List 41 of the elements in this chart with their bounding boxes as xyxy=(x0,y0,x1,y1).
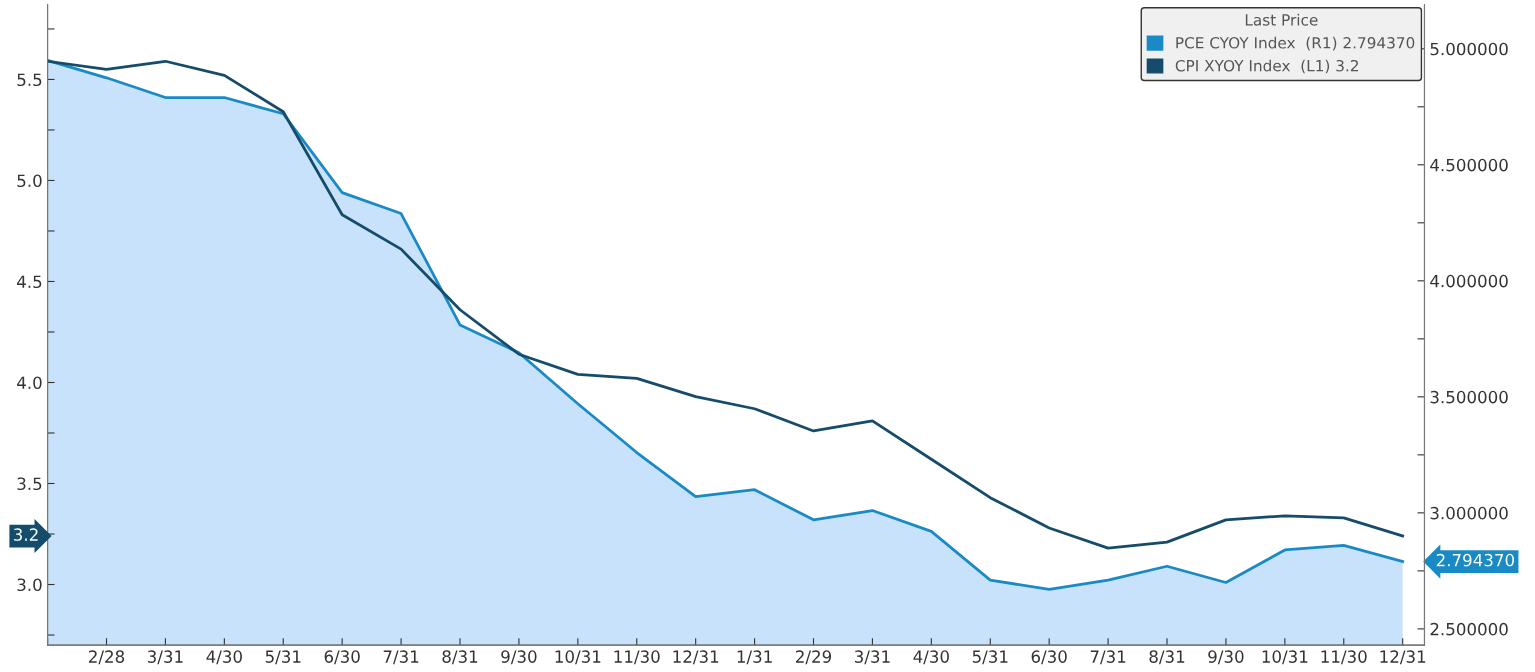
y2-tick-label: 5.000000 xyxy=(1430,42,1508,56)
x-tick-label: 5/31 xyxy=(972,650,1008,665)
x-tick-label: 10/31 xyxy=(1262,650,1308,665)
x-tick-label: 11/30 xyxy=(614,650,660,665)
y-tick-label: 3.5 xyxy=(17,477,42,491)
x-tick-label: 12/31 xyxy=(1380,650,1426,665)
x-tick-label: 3/31 xyxy=(147,650,183,665)
y-tick-label: 3.0 xyxy=(17,578,42,592)
line-series xyxy=(47,59,1405,550)
y2-tick-label: 3.500000 xyxy=(1430,390,1508,404)
y2-tick-label: 3.000000 xyxy=(1430,506,1508,520)
x-tick-label: 1/31 xyxy=(737,650,772,665)
y-tick-label: 5.5 xyxy=(17,73,42,87)
x-tick-label: 5/31 xyxy=(265,650,301,665)
x-tick-label: 10/31 xyxy=(555,650,601,665)
legend-label: PCE CYOY Index (R1) 2.794370 xyxy=(1176,36,1415,51)
x-tick-label: 9/30 xyxy=(501,650,537,665)
y2-tick-label: 4.000000 xyxy=(1430,274,1508,288)
text: 2.794370 xyxy=(1436,553,1515,567)
x-tick-label: 8/31 xyxy=(442,650,478,665)
x-tick-label: 7/31 xyxy=(383,650,419,665)
x-tick-label: 4/30 xyxy=(913,650,949,665)
legend-title: Last Price xyxy=(1245,13,1318,26)
y-tick-label: 4.0 xyxy=(17,376,42,390)
x-tick-label: 9/30 xyxy=(1208,650,1244,665)
y-tick-label: 5.0 xyxy=(17,174,42,188)
x-tick-label: 11/30 xyxy=(1321,650,1367,665)
x-tick-label: 2/29 xyxy=(796,650,832,665)
x-tick-label: 6/30 xyxy=(324,650,360,665)
y2-tick-label: 4.500000 xyxy=(1430,158,1508,172)
x-tick-label: 3/31 xyxy=(854,650,890,665)
x-tick-label: 8/31 xyxy=(1149,650,1185,665)
x-tick-label: 2/28 xyxy=(89,650,125,665)
x-tick-label: 7/31 xyxy=(1090,650,1126,665)
x-tick-label: 6/30 xyxy=(1031,650,1067,665)
y-tick-label: 4.5 xyxy=(17,275,42,289)
y2-tick-label: 2.500000 xyxy=(1430,622,1508,636)
text: 3.2 xyxy=(14,528,38,541)
legend-label: CPI XYOY Index (L1) 3.2 xyxy=(1175,59,1358,74)
x-tick-label: 12/31 xyxy=(673,650,719,665)
x-tick-label: 4/30 xyxy=(206,650,242,665)
